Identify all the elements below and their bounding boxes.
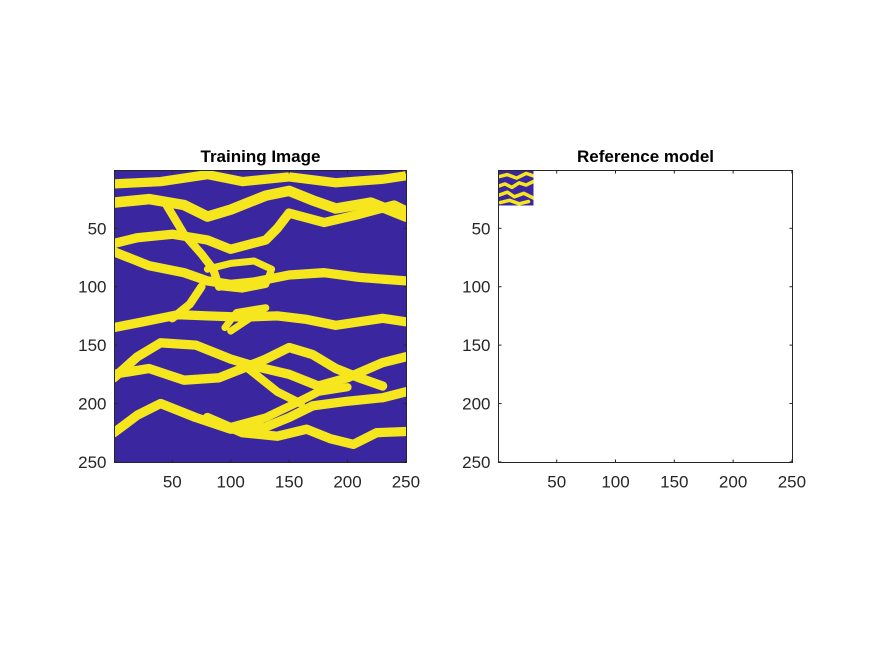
training-image-y-tick-label: 250 [78, 453, 106, 472]
training-image-y-tick-label: 200 [78, 395, 106, 414]
reference-model-y-ticks: 50 100 150 200 250 [462, 219, 793, 472]
reference-model-x-tick-label: 100 [601, 473, 629, 492]
training-image-channel-10 [114, 342, 388, 391]
reference-model-channel-1 [498, 179, 534, 190]
reference-model-y-tick-label: 200 [462, 395, 490, 414]
training-image-x-tick-label: 250 [392, 473, 420, 492]
reference-model-x-tick-label: 250 [778, 473, 806, 492]
training-image-channel-8 [221, 304, 270, 335]
training-image-frame [114, 170, 407, 463]
reference-model-y-tick-label: 250 [462, 453, 490, 472]
reference-model-x-ticks: 50 100 150 200 250 [547, 170, 806, 492]
training-image-channel-5 [203, 257, 276, 293]
training-image-x-tick-label: 150 [275, 473, 303, 492]
training-image-x-ticks: 50 100 150 200 250 [163, 170, 420, 492]
training-image-channel-14 [244, 364, 305, 408]
training-image-channel-3 [114, 247, 407, 290]
training-image-x-tick-label: 50 [163, 473, 182, 492]
reference-model-channel-0 [498, 171, 534, 180]
reference-model-background [498, 170, 793, 463]
training-image-channel-4 [162, 200, 224, 291]
reference-model-channels [498, 171, 534, 206]
training-image-channel-12 [202, 412, 407, 450]
reference-model-channel-3 [498, 198, 531, 206]
training-image-channel-0 [114, 170, 407, 189]
training-image-axes: Training Image 50 100 150 200 250 50 100 150 20… [78, 147, 420, 492]
training-image-channels [114, 170, 407, 450]
training-image-y-ticks: 50 100 150 200 250 [78, 219, 407, 472]
reference-model-y-tick-label: 150 [462, 336, 490, 355]
training-image-channel-6 [114, 310, 407, 333]
training-image-channel-1 [114, 185, 407, 222]
reference-model-channel-2 [498, 190, 534, 200]
training-image-x-tick-label: 200 [333, 473, 361, 492]
training-image-y-tick-label: 50 [88, 219, 107, 238]
training-image-x-tick-label: 100 [217, 473, 245, 492]
reference-model-x-tick-label: 200 [719, 473, 747, 492]
training-image-title: Training Image [201, 147, 321, 166]
reference-model-x-tick-label: 50 [547, 473, 566, 492]
training-image-channel-7 [168, 282, 206, 323]
training-image-y-tick-label: 100 [78, 278, 106, 297]
training-image-channel-11 [114, 387, 407, 438]
training-image-y-tick-label: 150 [78, 336, 106, 355]
reference-model-y-tick-label: 50 [472, 219, 491, 238]
reference-model-frame [498, 170, 793, 463]
reference-model-y-tick-label: 100 [462, 278, 490, 297]
reference-model-axes: Reference model 50 100 150 200 250 50 100 150 2… [462, 147, 806, 492]
training-image-channel-2 [114, 200, 407, 254]
reference-model-title: Reference model [577, 147, 714, 166]
reference-model-x-tick-label: 150 [660, 473, 688, 492]
